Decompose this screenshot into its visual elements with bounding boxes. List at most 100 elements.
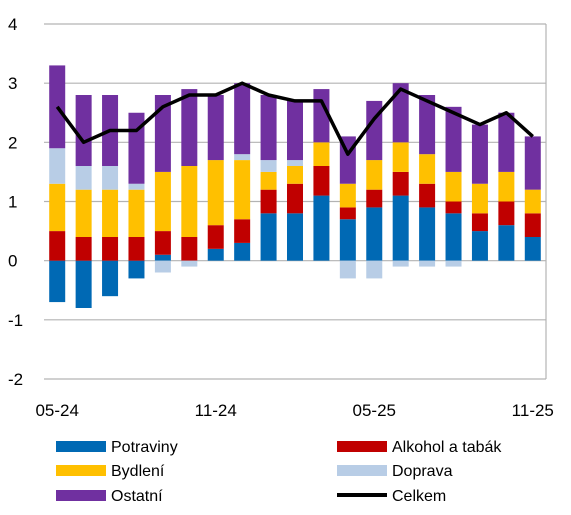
bar-segment	[339, 183, 356, 208]
bar-segment	[207, 95, 224, 161]
bar-segment	[419, 95, 436, 155]
bar-segment	[207, 248, 224, 261]
bar-segment	[102, 189, 119, 237]
bar-segment	[366, 189, 383, 208]
bar-segment	[419, 183, 436, 208]
bar-segment	[392, 142, 409, 172]
bar-segment	[154, 254, 171, 261]
bar-segment	[49, 183, 66, 232]
bar-segment	[128, 237, 145, 261]
legend-label: Ostatní	[111, 488, 163, 505]
bar-segment	[392, 260, 409, 267]
bar-segment	[445, 201, 462, 214]
y-tick-label: 2	[8, 133, 17, 152]
bar-segment	[287, 100, 303, 161]
bar-segment	[260, 95, 277, 161]
bar-segment	[260, 160, 277, 172]
legend-label: Celkem	[392, 488, 446, 505]
bar-segment	[339, 207, 356, 220]
legend-swatch	[56, 465, 106, 476]
bar-segment	[128, 260, 145, 279]
bar-segment	[392, 195, 409, 261]
bar-segment	[287, 160, 303, 166]
bar-segment	[154, 231, 171, 255]
x-tick-label: 05-25	[353, 401, 396, 420]
bar-segment	[419, 154, 436, 184]
bar-segment	[339, 260, 356, 279]
bar-segment	[366, 160, 383, 190]
bar-segment	[524, 189, 541, 214]
bar-segment	[154, 260, 171, 273]
line-series	[55, 81, 534, 156]
y-tick-label: 1	[8, 193, 17, 212]
bar-segment	[128, 183, 145, 190]
bar-segment	[49, 231, 66, 261]
bar-segment	[234, 160, 251, 220]
bar-segment	[128, 189, 145, 237]
legend-label: Bydlení	[111, 463, 165, 480]
bar-segment	[102, 166, 119, 190]
bar-segment	[498, 225, 515, 261]
bar-segment	[287, 213, 303, 261]
x-tick-label: 11-24	[195, 401, 237, 420]
bar-segment	[207, 225, 224, 249]
y-tick-label: 3	[8, 74, 17, 93]
bar-segment	[287, 166, 303, 184]
y-tick-label: -2	[8, 370, 23, 389]
bar-segment	[234, 83, 251, 155]
bar-segment	[498, 112, 515, 172]
bar-segment	[49, 148, 66, 184]
legend-swatch	[56, 490, 106, 501]
bar-segment	[498, 201, 515, 226]
bar-segment	[445, 213, 462, 261]
bar-segment	[102, 260, 119, 297]
bar-segment	[471, 213, 488, 232]
bar-segment	[181, 166, 198, 237]
y-axis-tick-labels: -2 -1 0 1 2 3 4	[8, 15, 23, 389]
bar-segment	[366, 207, 383, 261]
legend-swatch	[337, 441, 387, 452]
legend: Potraviny Alkohol a tabák Bydlení Doprava Os…	[56, 439, 502, 505]
bar-segment	[419, 207, 436, 261]
y-tick-label: -1	[8, 311, 23, 330]
bar-segment	[445, 260, 462, 267]
bar-segment	[260, 189, 277, 214]
bar-segment	[234, 242, 251, 261]
bar-segment	[154, 171, 171, 232]
bar-segment	[471, 124, 488, 184]
bar-segment	[75, 166, 92, 190]
y-tick-label: 0	[8, 252, 17, 271]
bar-segment	[313, 142, 330, 166]
total-line	[55, 81, 534, 156]
bar-segment	[75, 95, 92, 166]
legend-swatch	[56, 441, 106, 452]
bar-segment	[524, 136, 541, 190]
bar-segment	[260, 171, 277, 190]
bar-segment	[471, 183, 488, 214]
bar-segment	[181, 237, 198, 261]
legend-label: Alkohol a tabák	[392, 439, 502, 456]
bar-segment	[234, 219, 251, 243]
x-axis-tick-labels: 05-24 11-24 05-25 11-25	[35, 401, 553, 420]
bar-segment	[75, 189, 92, 237]
y-tick-label: 4	[8, 15, 17, 34]
bar-segment	[419, 260, 436, 267]
bar-segment	[181, 260, 198, 267]
bar-segment	[49, 260, 66, 303]
legend-swatch	[337, 465, 387, 476]
bar-segment	[524, 213, 541, 237]
bar-segment	[498, 171, 515, 202]
x-tick-label: 11-25	[512, 401, 554, 420]
bar-segment	[524, 237, 541, 261]
bar-segment	[445, 106, 462, 172]
bar-segment	[49, 65, 66, 149]
bar-segment	[287, 183, 303, 214]
legend-label: Potraviny	[111, 439, 178, 456]
legend-label: Doprava	[392, 463, 453, 480]
bar-segment	[471, 231, 488, 261]
bar-segment	[366, 260, 383, 279]
bar-segment	[207, 160, 224, 226]
bar-segment	[392, 83, 409, 143]
bar-segment	[75, 237, 92, 261]
